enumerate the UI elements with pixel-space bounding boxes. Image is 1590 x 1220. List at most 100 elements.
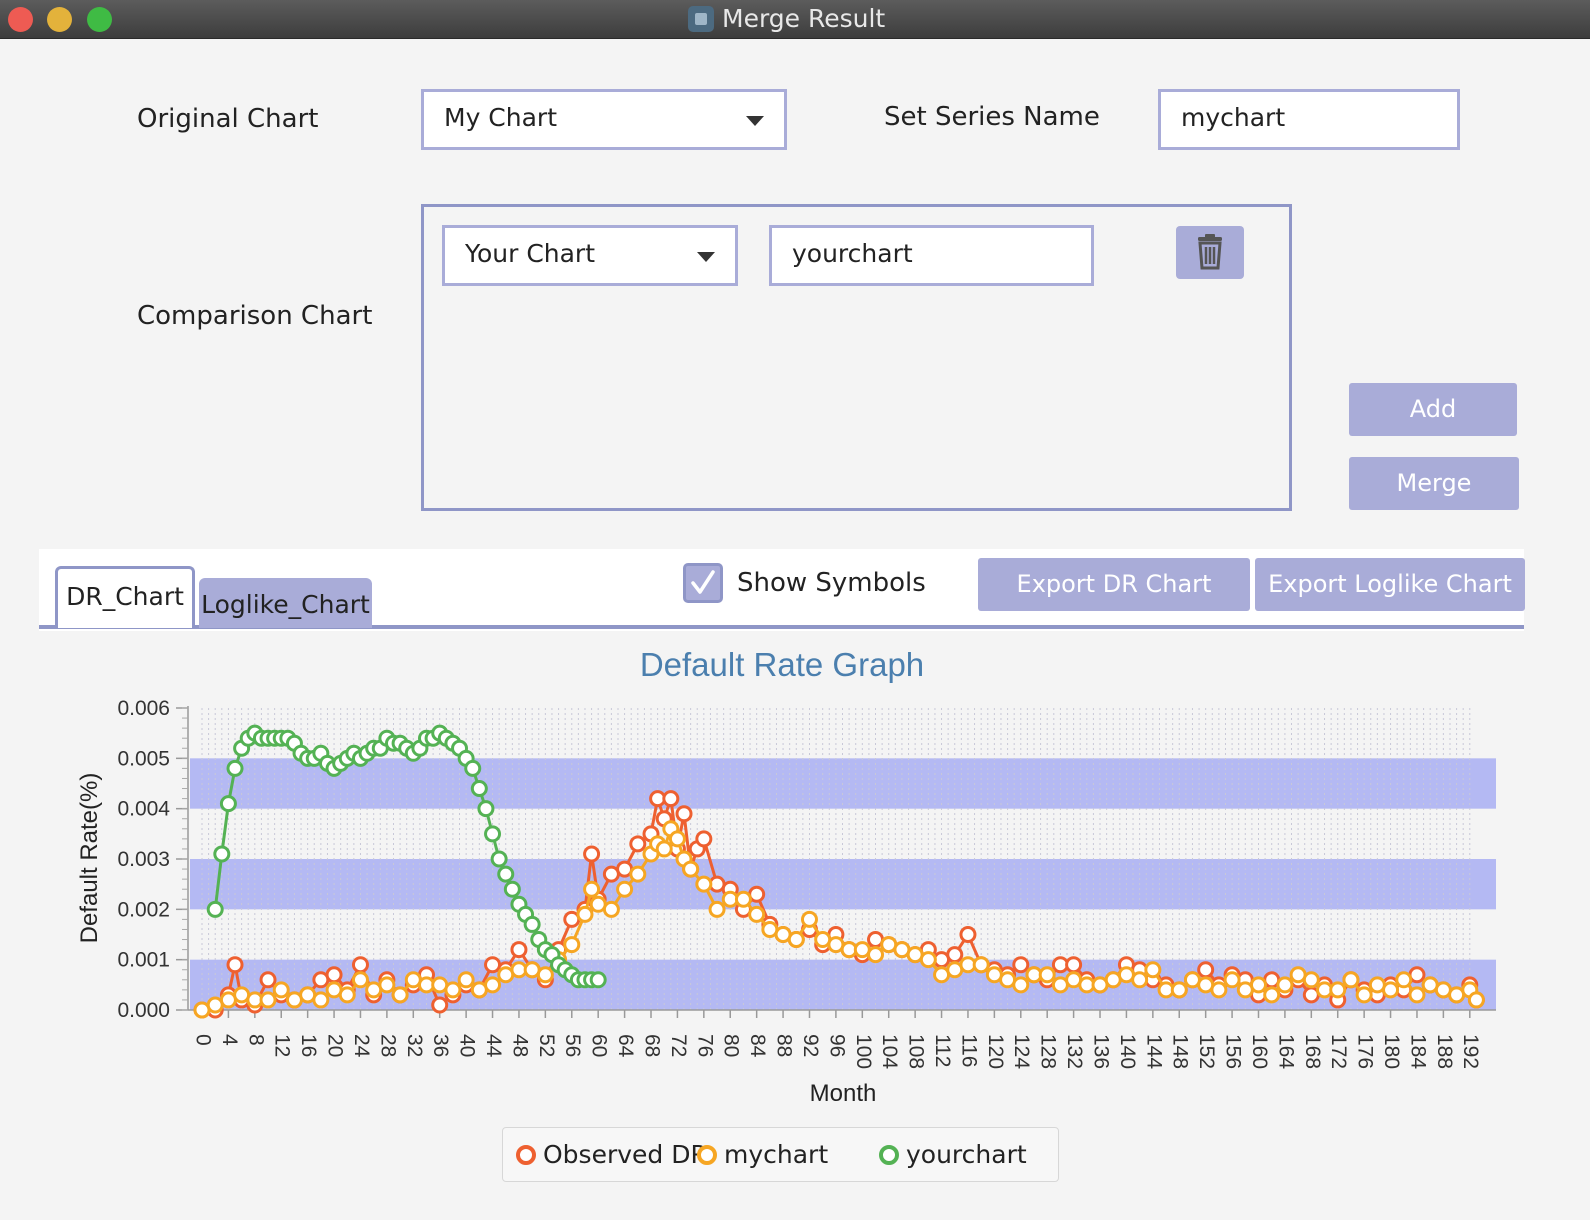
comparison-name-input[interactable]: yourchart	[769, 225, 1094, 286]
point-observed-dr	[959, 926, 977, 943]
legend-label-yourchart: yourchart	[906, 1140, 1027, 1169]
point-observed-dr	[510, 941, 528, 959]
x-tick-label: 140	[1116, 1034, 1139, 1069]
comparison-chart-select[interactable]: Your Chart	[442, 225, 738, 286]
window-title: Merge Result	[722, 4, 886, 33]
x-tick-label: 136	[1089, 1034, 1112, 1069]
x-tick-label: 88	[773, 1034, 796, 1057]
x-axis-label: Month	[810, 1080, 877, 1107]
y-tick-label: 0.006	[117, 697, 170, 720]
y-tick-label: 0.002	[117, 898, 170, 921]
app-icon	[688, 6, 714, 32]
point-yourchart	[206, 900, 224, 918]
export-dr-chart-button[interactable]: Export DR Chart	[978, 558, 1250, 611]
point-yourchart	[464, 759, 482, 777]
x-tick-label: 180	[1380, 1034, 1403, 1069]
x-tick-label: 112	[931, 1034, 954, 1067]
point-mychart	[444, 981, 462, 999]
point-mychart	[1382, 981, 1400, 999]
legend-marker-mychart	[697, 1145, 717, 1165]
point-mychart	[391, 986, 409, 1004]
point-yourchart	[213, 845, 231, 863]
original-chart-select[interactable]: My Chart	[421, 89, 787, 150]
point-mychart	[338, 986, 356, 1004]
point-mychart	[1342, 971, 1360, 989]
point-observed-dr	[325, 966, 343, 984]
x-tick-label: 60	[588, 1034, 611, 1057]
merge-button[interactable]: Merge	[1349, 457, 1519, 510]
point-mychart	[272, 981, 290, 999]
add-button[interactable]: Add	[1349, 383, 1517, 436]
point-observed-dr	[583, 845, 601, 863]
x-tick-label: 172	[1327, 1034, 1350, 1069]
point-mychart	[312, 991, 330, 1009]
point-mychart	[1329, 981, 1347, 999]
x-tick-label: 48	[508, 1034, 531, 1057]
point-mychart	[1144, 961, 1162, 979]
show-symbols-checkbox[interactable]	[683, 563, 723, 603]
x-tick-label: 24	[350, 1034, 373, 1058]
x-tick-label: 84	[746, 1034, 769, 1058]
point-yourchart	[470, 780, 488, 798]
point-mychart	[655, 840, 673, 858]
point-observed-dr	[351, 956, 369, 974]
y-tick-label: 0.005	[117, 747, 170, 770]
point-mychart	[616, 880, 634, 898]
x-tick-label: 124	[1010, 1034, 1033, 1069]
point-observed-dr	[1012, 956, 1030, 974]
point-mychart	[1467, 991, 1485, 1009]
chart-title: Default Rate Graph	[640, 646, 924, 683]
x-tick-label: 28	[376, 1034, 399, 1057]
delete-comparison-button[interactable]	[1176, 226, 1244, 279]
point-mychart	[972, 956, 990, 974]
export-loglike-chart-button[interactable]: Export Loglike Chart	[1255, 558, 1525, 611]
x-tick-label: 96	[825, 1034, 848, 1057]
point-observed-dr	[226, 956, 244, 974]
point-mychart	[1302, 971, 1320, 989]
y-axis-label: Default Rate(%)	[76, 773, 103, 944]
close-window-button[interactable]	[8, 7, 33, 32]
original-chart-label: Original Chart	[137, 104, 319, 134]
x-tick-label: 72	[667, 1034, 690, 1057]
point-observed-dr	[1197, 961, 1215, 979]
point-mychart	[800, 910, 818, 928]
minimize-window-button[interactable]	[47, 7, 72, 32]
x-tick-label: 92	[799, 1034, 822, 1057]
y-tick-label: 0.004	[117, 798, 170, 821]
point-mychart	[682, 860, 700, 878]
point-yourchart	[589, 971, 607, 989]
point-mychart	[668, 830, 686, 848]
point-mychart	[1012, 976, 1030, 994]
y-tick-label: 0.001	[117, 949, 170, 972]
point-yourchart	[219, 795, 237, 813]
x-tick-label: 128	[1037, 1034, 1060, 1069]
x-tick-label: 36	[429, 1034, 452, 1057]
zoom-window-button[interactable]	[87, 7, 112, 32]
legend-marker-yourchart	[879, 1145, 899, 1165]
original-chart-select-value: My Chart	[444, 103, 558, 132]
tab-divider	[39, 625, 1524, 629]
show-symbols-label: Show Symbols	[737, 568, 926, 598]
point-mychart	[583, 880, 601, 898]
x-tick-label: 20	[324, 1034, 347, 1057]
point-mychart	[259, 991, 277, 1009]
x-tick-label: 168	[1301, 1034, 1324, 1069]
x-tick-label: 64	[614, 1034, 637, 1058]
x-tick-label: 8	[244, 1034, 267, 1046]
y-tick-label: 0.003	[117, 848, 170, 871]
tab-loglike-chart[interactable]: Loglike_Chart	[199, 578, 372, 628]
point-mychart	[457, 971, 475, 989]
point-yourchart	[523, 915, 541, 933]
x-tick-label: 108	[905, 1034, 928, 1069]
x-tick-label: 184	[1406, 1034, 1429, 1069]
x-tick-label: 100	[852, 1034, 875, 1069]
tab-dr-chart[interactable]: DR_Chart	[55, 566, 195, 628]
default-rate-chart: Default Rate Graph 0.000 0.001 0.002 0.003 0…	[76, 646, 1496, 1107]
legend-marker-observed	[516, 1145, 536, 1165]
series-name-input[interactable]: mychart	[1158, 89, 1460, 150]
x-tick-label: 148	[1169, 1034, 1192, 1069]
x-tick-label: 76	[693, 1034, 716, 1057]
point-observed-dr	[1065, 956, 1083, 974]
point-mychart	[1276, 976, 1294, 994]
point-yourchart	[490, 850, 508, 868]
